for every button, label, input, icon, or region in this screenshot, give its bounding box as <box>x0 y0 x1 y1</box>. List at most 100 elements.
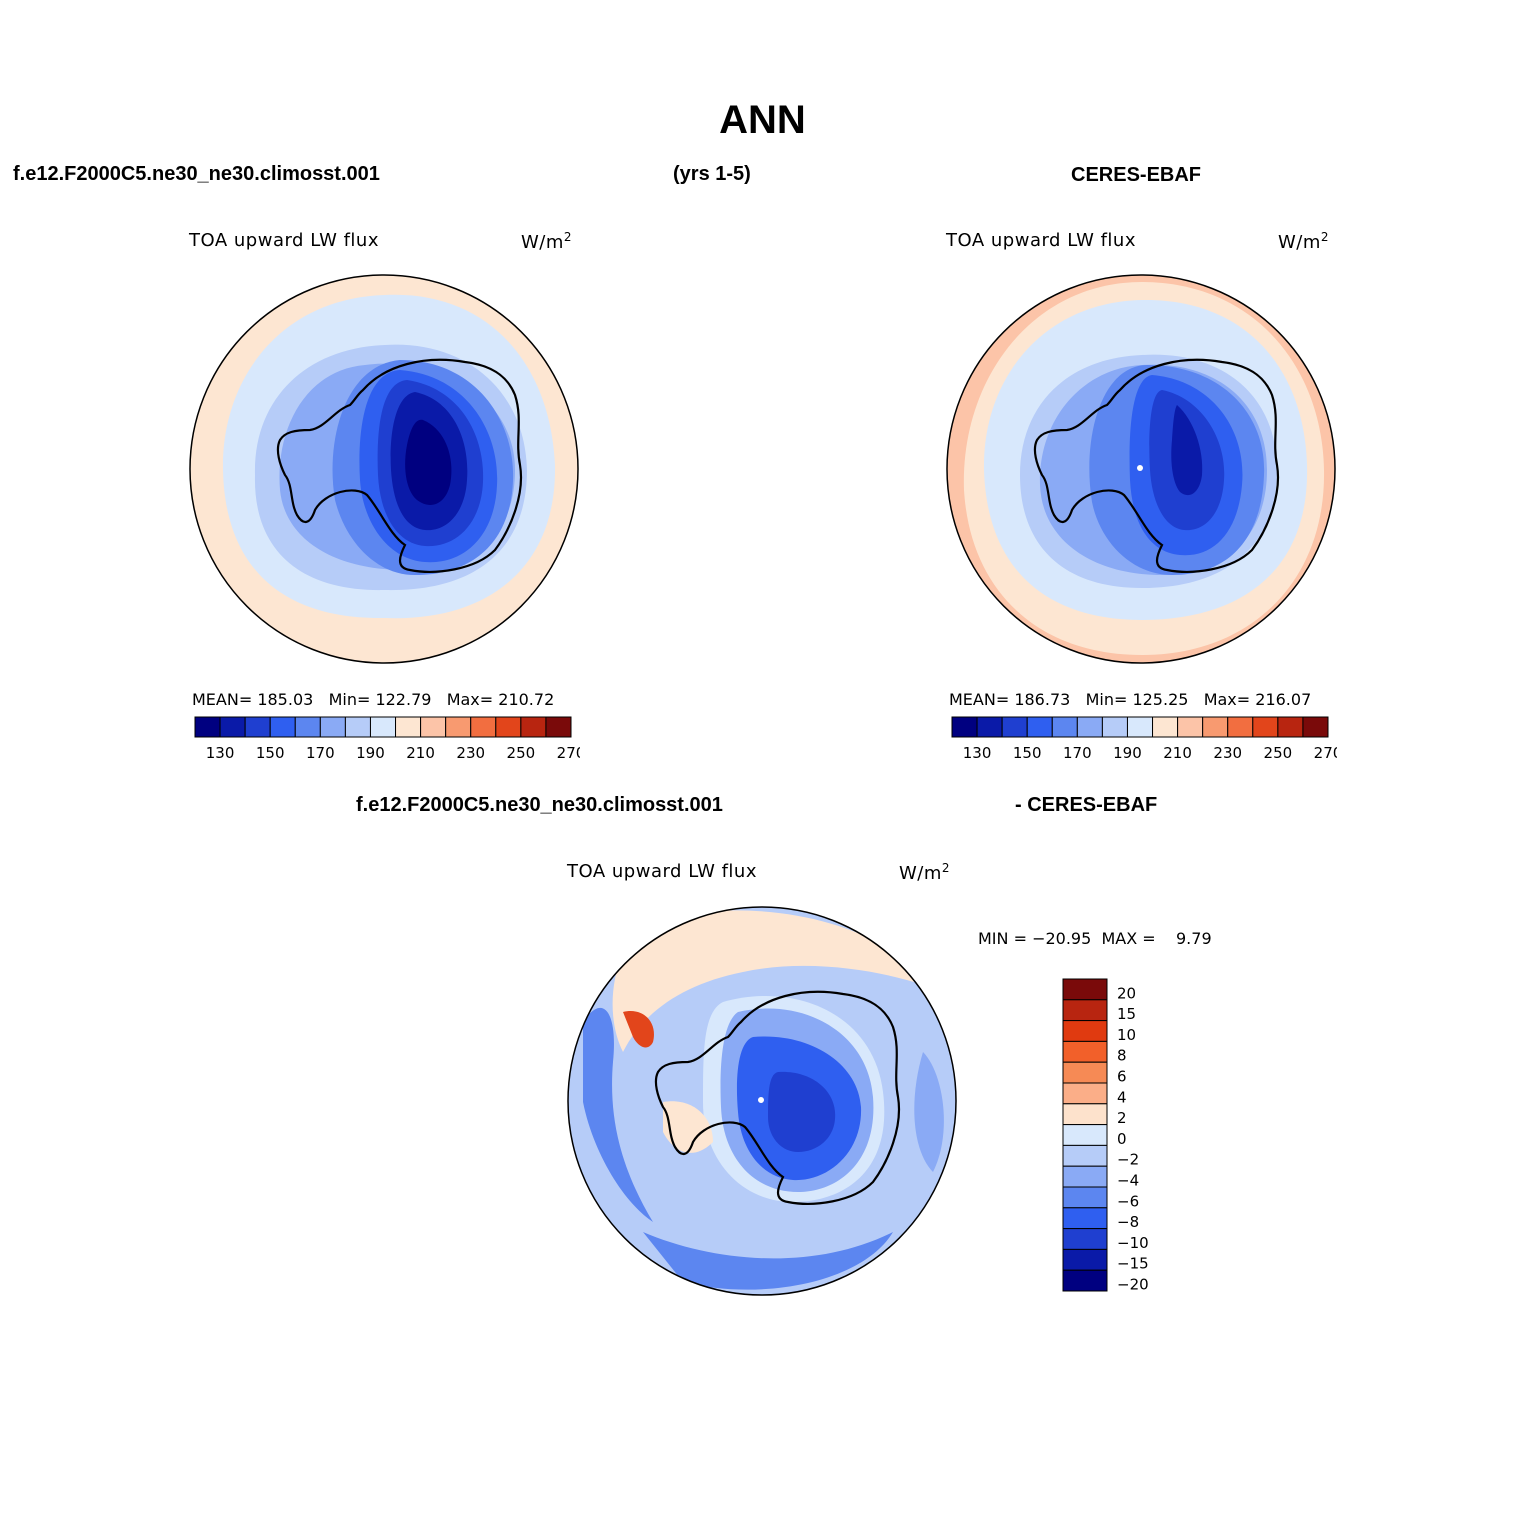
diff-units-sup: 2 <box>941 861 951 875</box>
obs-colorbar-box <box>1177 716 1204 738</box>
diff-colorbar-box <box>1062 978 1108 1001</box>
diff-colorbar-label: 6 <box>1117 1068 1127 1086</box>
obs-colorbar-label: 130 <box>963 744 992 762</box>
model-colorbar-label: 270 <box>557 744 580 762</box>
diff-case-name-label: f.e12.F2000C5.ne30_ne30.climosst.001 <box>356 794 723 816</box>
diff-colorbar-label: −2 <box>1117 1151 1139 1169</box>
model-colorbar-box <box>244 716 271 738</box>
diff-units-text: W/m <box>899 863 942 884</box>
obs-colorbar-label: 270 <box>1314 744 1337 762</box>
diff-band-minus8-south <box>643 1232 893 1290</box>
obs-name-label: CERES-EBAF <box>1071 164 1202 186</box>
diff-colorbar-box <box>1062 1186 1108 1209</box>
model-colorbar-label: 170 <box>306 744 335 762</box>
diff-colorbar-label: 0 <box>1117 1130 1127 1148</box>
model-colorbar-box <box>269 716 296 738</box>
obs-colorbar-box <box>1252 716 1279 738</box>
diff-colorbar-box <box>1062 1207 1108 1230</box>
diff-colorbar-box <box>1062 1124 1108 1146</box>
diff-variable-label: TOA upward LW flux <box>567 861 757 882</box>
model-units-text: W/m <box>521 232 564 253</box>
model-colorbar-box <box>520 716 547 738</box>
obs-colorbar-box <box>1051 716 1078 738</box>
diff-colorbar-box <box>1062 1248 1108 1271</box>
diff-coastline <box>654 990 901 1205</box>
model-units-sup: 2 <box>563 230 573 244</box>
model-colorbar-label: 230 <box>456 744 485 762</box>
model-colorbar-label: 150 <box>256 744 285 762</box>
diff-colorbar-label: 2 <box>1117 1109 1127 1127</box>
model-colorbar-box <box>344 716 371 738</box>
diff-obs-name-label: - CERES-EBAF <box>1015 794 1158 816</box>
obs-coastline <box>1033 358 1280 573</box>
obs-colorbar-box <box>1277 716 1304 738</box>
model-colorbar-box <box>470 716 497 738</box>
model-colorbar-box <box>219 716 246 738</box>
obs-colorbar-label: 250 <box>1264 744 1293 762</box>
diff-colorbar-box <box>1062 1269 1108 1292</box>
model-colorbar-box <box>545 716 572 738</box>
diff-colorbar-box <box>1062 1103 1108 1126</box>
obs-colorbar-label: 150 <box>1013 744 1042 762</box>
obs-colorbar-box <box>1126 716 1154 738</box>
obs-units-sup: 2 <box>1320 230 1330 244</box>
diff-colorbar-box <box>1062 1020 1108 1042</box>
diff-pole-point <box>758 1097 764 1103</box>
case-name-label: f.e12.F2000C5.ne30_ne30.climosst.001 <box>13 163 380 185</box>
model-colorbar-box <box>319 716 346 738</box>
obs-units-text: W/m <box>1278 232 1321 253</box>
obs-band-140 <box>1171 405 1203 496</box>
model-units-label: W/m2 <box>521 230 572 253</box>
model-map <box>189 274 579 664</box>
obs-colorbar-label: 210 <box>1163 744 1192 762</box>
diff-colorbar-box <box>1062 1040 1108 1063</box>
diff-colorbar-box <box>1062 999 1108 1022</box>
diff-units-label: W/m2 <box>899 861 950 884</box>
obs-pole-point <box>1137 465 1143 471</box>
diff-colorbar-label: −15 <box>1117 1255 1149 1273</box>
diff-colorbar-box <box>1062 1165 1108 1188</box>
page-title: ANN <box>719 98 806 142</box>
obs-colorbar-label: 190 <box>1113 744 1142 762</box>
diff-colorbar-box <box>1062 1228 1108 1250</box>
diff-band-plus2-center <box>663 1101 713 1153</box>
obs-colorbar-box <box>1101 716 1128 738</box>
diff-colorbar-label: 10 <box>1117 1026 1136 1044</box>
diff-map-border <box>567 906 957 1296</box>
diff-colorbar-label: −4 <box>1117 1172 1139 1190</box>
diff-band-minus15 <box>768 1071 836 1152</box>
obs-colorbar: 130 150 170 190 210 230 250 270 <box>951 716 1337 762</box>
model-colorbar-label: 250 <box>507 744 536 762</box>
model-variable-label: TOA upward LW flux <box>189 230 379 251</box>
obs-stats: MEAN= 186.73 Min= 125.25 Max= 216.07 <box>949 690 1312 709</box>
model-colorbar-box <box>445 716 472 738</box>
obs-units-label: W/m2 <box>1278 230 1329 253</box>
diff-colorbar-label: −8 <box>1117 1213 1139 1231</box>
years-label: (yrs 1-5) <box>673 163 751 185</box>
model-colorbar-box <box>495 716 522 738</box>
model-colorbar-label: 190 <box>356 744 385 762</box>
diff-colorbar-label: −10 <box>1117 1234 1149 1252</box>
obs-colorbar-box <box>1026 716 1053 738</box>
diff-colorbar-label: 20 <box>1117 984 1136 1002</box>
obs-colorbar-box <box>1202 716 1229 738</box>
obs-colorbar-label: 170 <box>1063 744 1092 762</box>
model-colorbar-box <box>395 716 422 738</box>
model-band-130 <box>405 419 452 505</box>
model-coastline <box>276 358 523 573</box>
obs-colorbar-box <box>1152 716 1179 738</box>
obs-colorbar-box <box>1076 716 1103 738</box>
obs-colorbar-box <box>1227 716 1254 738</box>
diff-band-minus8-west <box>583 1007 653 1222</box>
diff-colorbar-label: −6 <box>1117 1192 1139 1210</box>
model-colorbar-box <box>294 716 321 738</box>
diff-colorbar-label: −20 <box>1117 1276 1149 1294</box>
model-colorbar-label: 130 <box>206 744 235 762</box>
diff-colorbar-label: 15 <box>1117 1005 1136 1023</box>
model-map-border <box>189 274 579 664</box>
diff-band-minus6-east <box>914 1052 944 1172</box>
model-colorbar: 130 150 170 190 210 230 250 270 <box>194 716 580 762</box>
model-colorbar-box <box>194 716 221 738</box>
obs-variable-label: TOA upward LW flux <box>946 230 1136 251</box>
